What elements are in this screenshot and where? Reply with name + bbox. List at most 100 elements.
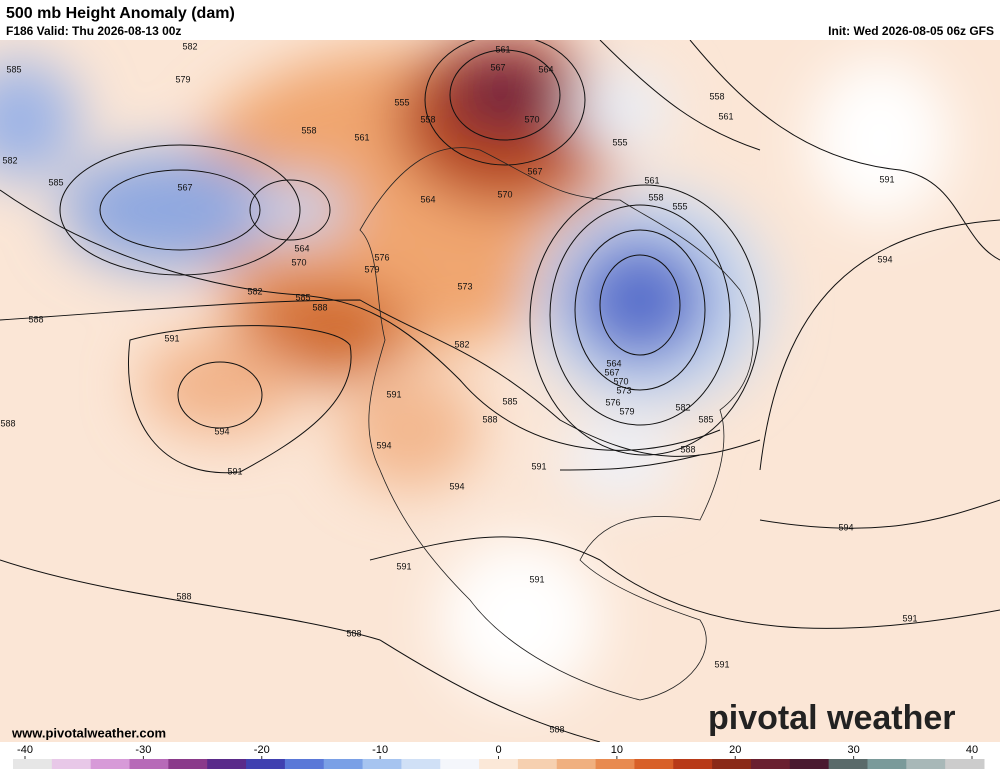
contour-label: 591 <box>714 659 729 669</box>
contour-label: 588 <box>346 628 361 638</box>
contour-label: 555 <box>612 137 627 147</box>
contour-label: 594 <box>214 426 229 436</box>
colorbar-swatch <box>634 759 674 769</box>
contour-label: 576 <box>374 252 389 262</box>
colorbar-swatch <box>90 759 131 769</box>
contour-label: 585 <box>295 292 310 302</box>
contour-label: 579 <box>619 406 634 416</box>
coastline <box>359 147 754 701</box>
website: www.pivotalweather.com <box>11 725 166 740</box>
colorbar-swatch <box>51 759 92 769</box>
colorbar-tick-label: 0 <box>495 744 501 756</box>
colorbar-swatch <box>789 759 830 769</box>
contour-label: 582 <box>675 402 690 412</box>
valid-time: F186 Valid: Thu 2026-08-13 00z <box>6 24 181 38</box>
contour-label: 591 <box>531 461 546 471</box>
contour-label: 588 <box>176 591 191 601</box>
contour-label: 582 <box>2 155 17 165</box>
colorbar-tick-label: 40 <box>966 744 978 756</box>
contour-label: 585 <box>502 396 517 406</box>
map <box>0 40 1000 742</box>
contour-label: 591 <box>396 561 411 571</box>
contour-label: 570 <box>497 189 512 199</box>
contour-label: 594 <box>838 522 853 532</box>
logo: pivotal weather <box>708 699 956 737</box>
contour-label: 558 <box>301 125 316 135</box>
colorbar-swatch <box>945 759 985 769</box>
contour-label: 585 <box>6 64 21 74</box>
contour-label: 564 <box>420 194 435 204</box>
contour-label: 558 <box>648 192 663 202</box>
colorbar-swatch <box>362 759 402 769</box>
contour-label: 591 <box>386 389 401 399</box>
contour-label: 576 <box>605 397 620 407</box>
contour-label: 555 <box>394 97 409 107</box>
colorbar-swatch <box>440 759 480 769</box>
height-contours <box>0 40 1000 742</box>
colorbar-tick-label: -30 <box>135 744 151 756</box>
contour-label: 561 <box>644 175 659 185</box>
contour-label: 564 <box>606 358 621 368</box>
contour-label: 591 <box>879 174 894 184</box>
contour-label: 558 <box>709 91 724 101</box>
init-time: Init: Wed 2026-08-05 06z GFS <box>828 24 994 38</box>
contour-label: 594 <box>877 254 892 264</box>
colorbar-swatch <box>479 759 519 769</box>
contour-label: 594 <box>376 440 391 450</box>
contour-label: 567 <box>604 367 619 377</box>
contour-label: 567 <box>490 62 505 72</box>
colorbar-tick-label: -20 <box>254 744 270 756</box>
contour-label: 588 <box>549 724 564 734</box>
anomaly-shading <box>0 40 950 700</box>
colorbar-tick-label: -40 <box>17 744 33 756</box>
contour-label: 588 <box>312 302 327 312</box>
colorbar-swatch <box>906 759 946 769</box>
colorbar-swatch <box>284 759 325 769</box>
colorbar-swatch <box>246 759 286 769</box>
contour-label: 585 <box>698 414 713 424</box>
contour-label: 588 <box>28 314 43 324</box>
colorbar-swatch <box>401 759 441 769</box>
contour-label: 564 <box>294 243 309 253</box>
contour-label: 567 <box>177 182 192 192</box>
contour-label: 585 <box>48 177 63 187</box>
colorbar-swatch <box>129 759 169 769</box>
contour-label: 588 <box>0 418 15 428</box>
contour-label: 561 <box>718 111 733 121</box>
colorbar-swatch <box>595 759 635 769</box>
contour-label: 582 <box>182 41 197 51</box>
contour-label: 573 <box>616 385 631 395</box>
contour-label: 582 <box>454 339 469 349</box>
colorbar-swatch <box>828 759 868 769</box>
contour-label: 594 <box>449 481 464 491</box>
contour-label: 567 <box>527 166 542 176</box>
contour-label: 561 <box>354 132 369 142</box>
colorbar-tick-label: -10 <box>372 744 388 756</box>
contour-label: 582 <box>247 286 262 296</box>
contour-label: 591 <box>529 574 544 584</box>
colorbar-tick-label: 30 <box>848 744 860 756</box>
contour-label: 579 <box>364 264 379 274</box>
colorbar-swatch <box>556 759 597 769</box>
contour-label: 588 <box>680 444 695 454</box>
contour-label: 570 <box>524 114 539 124</box>
colorbar-swatch <box>323 759 364 769</box>
contour-label: 558 <box>420 114 435 124</box>
contour-label: 570 <box>291 257 306 267</box>
colorbar-swatch <box>168 759 208 769</box>
title: 500 mb Height Anomaly (dam) <box>6 5 235 22</box>
colorbar-swatch <box>712 759 752 769</box>
colorbar: -40 -30 -20 -10 0 10 20 30 40 <box>13 744 985 769</box>
contour-label: 591 <box>164 333 179 343</box>
colorbar-tick-label: 10 <box>611 744 623 756</box>
contour-label: 579 <box>175 74 190 84</box>
colorbar-swatch <box>867 759 907 769</box>
colorbar-swatch <box>517 759 558 769</box>
colorbar-swatch <box>207 759 247 769</box>
contour-label: 561 <box>495 44 510 54</box>
colorbar-swatch <box>673 759 713 769</box>
contour-label: 564 <box>538 64 553 74</box>
colorbar-swatch <box>750 759 791 769</box>
